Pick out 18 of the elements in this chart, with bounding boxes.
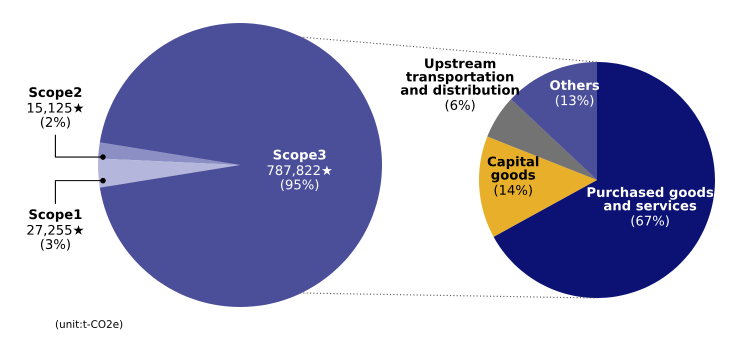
- data-label: 15,125★ (2%): [28, 102, 84, 129]
- slice-label: Capital goods: [488, 156, 538, 182]
- slice-label: Scope3: [274, 150, 326, 162]
- pie-slice: [98, 158, 240, 188]
- data-label: (14%): [494, 184, 532, 196]
- text: (unit:t-CO2e): [56, 320, 122, 330]
- slice-label: Others: [550, 80, 600, 90]
- slice-label: Scope2: [29, 87, 82, 100]
- data-label: (13%): [556, 95, 594, 107]
- data-label: 787,822★ (95%): [268, 165, 332, 192]
- pie-slice: [98, 142, 240, 165]
- data-label: (6%): [446, 100, 475, 112]
- data-label: (67%): [631, 215, 669, 228]
- pie-slice: [100, 23, 382, 307]
- slice-label: Purchased goods and services: [588, 186, 714, 210]
- data-label: 27,255★ (3%): [27, 224, 84, 251]
- slice-label: Scope1: [29, 209, 82, 222]
- slice-label: Upstream transportation and distribution: [400, 58, 519, 95]
